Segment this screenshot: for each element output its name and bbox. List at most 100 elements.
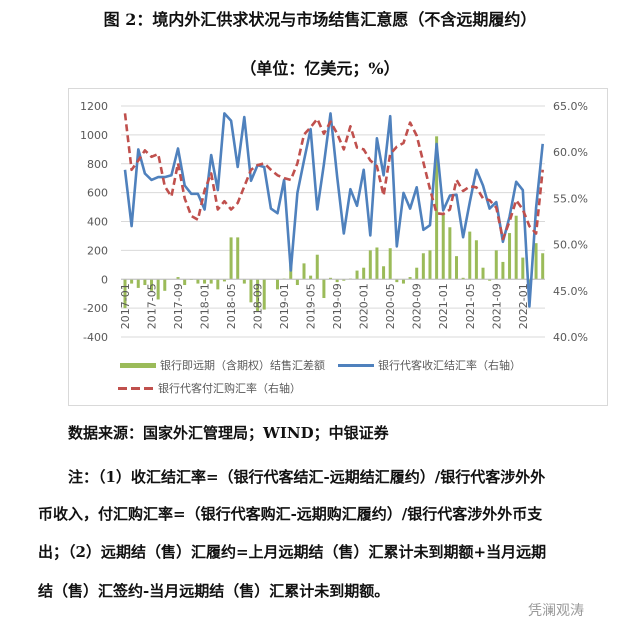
x-axis-tick: 2019-09 — [331, 283, 344, 329]
right-axis-tick: 55.0% — [553, 192, 588, 205]
bar — [143, 279, 147, 286]
bar — [527, 279, 531, 286]
bar — [196, 279, 200, 284]
bar — [408, 277, 412, 280]
bar — [289, 264, 293, 280]
x-axis-tick: 2020-01 — [358, 283, 371, 329]
legend-label: 银行代客付汇购汇率（右轴） — [158, 382, 301, 395]
legend-label: 银行代客收汇结汇率（右轴） — [378, 359, 521, 372]
x-axis-tick: 2017-01 — [119, 283, 132, 329]
bar — [203, 279, 207, 284]
left-axis-tick: 1200 — [80, 100, 108, 113]
x-axis-tick: 2021-01 — [437, 283, 450, 329]
x-axis-tick: 2020-05 — [384, 283, 397, 329]
bar — [156, 279, 160, 300]
left-axis-tick: 200 — [87, 244, 108, 257]
bar — [501, 261, 505, 280]
legend-swatch-blue — [338, 363, 374, 367]
bar — [322, 279, 326, 299]
bar — [421, 253, 425, 280]
bar — [388, 248, 392, 280]
x-axis-tick: 2018-01 — [199, 283, 212, 329]
bar — [534, 243, 538, 280]
bar — [481, 267, 485, 280]
bar — [335, 279, 339, 283]
bar — [262, 279, 266, 310]
left-axis-tick: 400 — [87, 216, 108, 229]
bar — [461, 277, 465, 280]
x-axis-tick: 2021-09 — [490, 283, 503, 329]
bar — [521, 257, 525, 280]
bar — [435, 136, 439, 280]
bar — [315, 254, 319, 280]
bar — [275, 279, 279, 290]
left-axis-tick: 1000 — [80, 129, 108, 142]
legend-item-blue-line: 银行代客收汇结汇率（右轴） — [338, 357, 521, 373]
note-line: 币收入，付汇购汇率=（银行代客购汇-远期购汇履约）/银行代客涉外外币支 — [38, 505, 543, 523]
bar — [448, 227, 452, 280]
bar — [488, 279, 492, 281]
x-axis-tick: 2022-01 — [517, 283, 530, 329]
bar — [375, 247, 379, 280]
bar — [428, 250, 432, 280]
x-axis-tick: 2017-05 — [146, 283, 159, 329]
bar — [541, 253, 545, 280]
figure-unit: （单位：亿美元；%） — [240, 59, 400, 78]
legend-swatch-green — [120, 362, 156, 368]
bar — [236, 237, 240, 280]
bar — [455, 256, 458, 280]
bar — [508, 233, 512, 280]
legend-item-bar: 银行即远期（含期权）结售汇差额 — [120, 357, 325, 373]
bar — [136, 279, 140, 288]
legend-swatch-red-dashed — [118, 386, 154, 390]
bar — [163, 279, 167, 291]
bar — [256, 279, 260, 312]
bar — [209, 279, 213, 284]
bar — [514, 215, 518, 280]
bar — [362, 267, 366, 280]
right-axis-tick: 45.0% — [553, 285, 588, 298]
bar — [355, 270, 359, 280]
chart-svg: 1200 1000 800 600 400 200 0 -200 -400 65.0% 60.0% 5… — [80, 100, 588, 344]
left-axis-tick: 0 — [101, 273, 108, 286]
bar — [229, 237, 233, 280]
bar — [415, 267, 419, 280]
bar — [302, 263, 306, 280]
bar — [249, 279, 253, 303]
bar — [216, 279, 220, 290]
bar — [382, 266, 386, 280]
bar — [222, 279, 226, 282]
bar — [329, 277, 333, 280]
watermark: 凭澜观涛 — [528, 603, 584, 619]
x-axis-tick: 2017-09 — [172, 283, 185, 329]
bar — [309, 275, 313, 280]
bar — [176, 277, 180, 280]
bar — [468, 231, 472, 280]
x-axis-tick: 2020-09 — [411, 283, 424, 329]
bar — [395, 279, 399, 283]
left-axis-tick: -400 — [83, 331, 108, 344]
bar — [494, 250, 498, 280]
bar — [441, 212, 445, 280]
purchase-rate-line — [123, 113, 544, 241]
x-axis-tick: 2019-01 — [278, 283, 291, 329]
bar — [295, 279, 299, 286]
bar — [183, 279, 187, 286]
data-source: 数据来源：国家外汇管理局；WIND；中银证券 — [68, 424, 389, 442]
bar — [474, 240, 478, 280]
bar — [242, 279, 246, 284]
legend-item-red-line: 银行代客付汇购汇率（右轴） — [118, 380, 301, 396]
right-axis-tick: 50.0% — [553, 239, 588, 252]
left-axis-tick: 800 — [87, 158, 108, 171]
bar — [342, 279, 346, 281]
bar — [368, 250, 372, 280]
x-axis-tick: 2019-05 — [305, 283, 318, 329]
right-axis-tick: 40.0% — [553, 331, 588, 344]
bar — [130, 279, 134, 284]
x-axis-tick: 2021-05 — [464, 283, 477, 329]
bar — [401, 279, 405, 284]
bar — [150, 279, 154, 291]
note-line: 出；（2）远期结（售）汇履约=上月远期结（售）汇累计未到期额+当月远期 — [38, 543, 547, 561]
x-axis-tick: 2018-05 — [225, 283, 238, 329]
left-axis-tick: -200 — [83, 302, 108, 315]
